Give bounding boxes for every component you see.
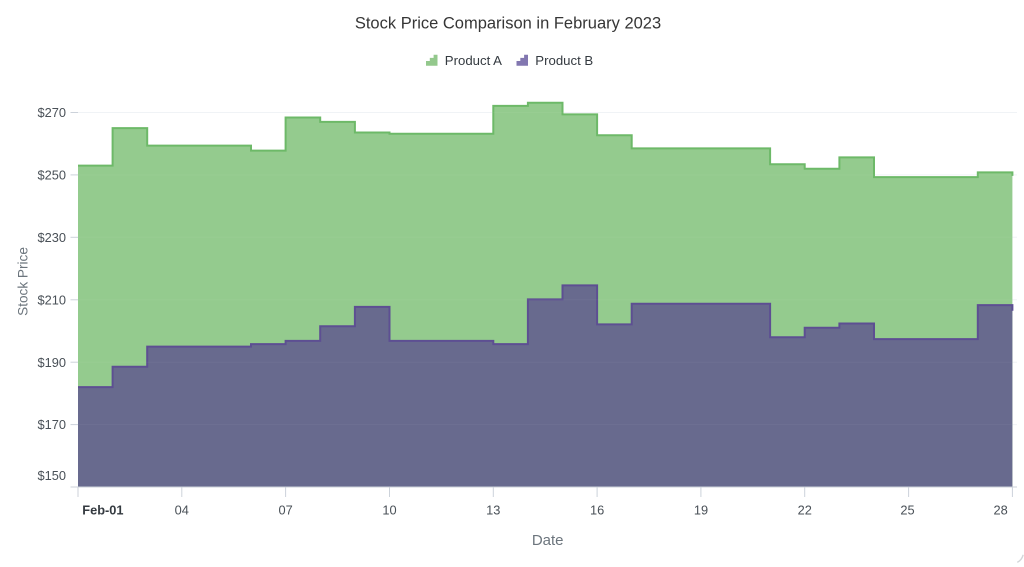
svg-text:16: 16 (590, 503, 604, 518)
svg-text:$150: $150 (38, 468, 66, 483)
svg-text:10: 10 (382, 503, 396, 518)
svg-text:28: 28 (993, 503, 1007, 518)
svg-text:$270: $270 (38, 105, 66, 120)
svg-text:19: 19 (694, 503, 708, 518)
svg-text:25: 25 (900, 503, 914, 518)
svg-text:$190: $190 (38, 355, 66, 370)
svg-text:Stock Price: Stock Price (15, 247, 30, 316)
svg-text:Feb-01: Feb-01 (82, 503, 123, 518)
svg-text:Product A: Product A (445, 53, 502, 68)
svg-text:$250: $250 (38, 168, 66, 183)
svg-text:07: 07 (278, 503, 292, 518)
svg-text:$230: $230 (38, 230, 66, 245)
svg-text:22: 22 (798, 503, 812, 518)
svg-text:13: 13 (486, 503, 500, 518)
svg-text:$210: $210 (38, 292, 66, 307)
svg-text:04: 04 (175, 503, 189, 518)
svg-text:Product B: Product B (535, 53, 593, 68)
svg-text:$170: $170 (38, 417, 66, 432)
svg-text:Date: Date (532, 532, 564, 549)
svg-text:Stock Price Comparison in Febr: Stock Price Comparison in February 2023 (355, 15, 661, 33)
